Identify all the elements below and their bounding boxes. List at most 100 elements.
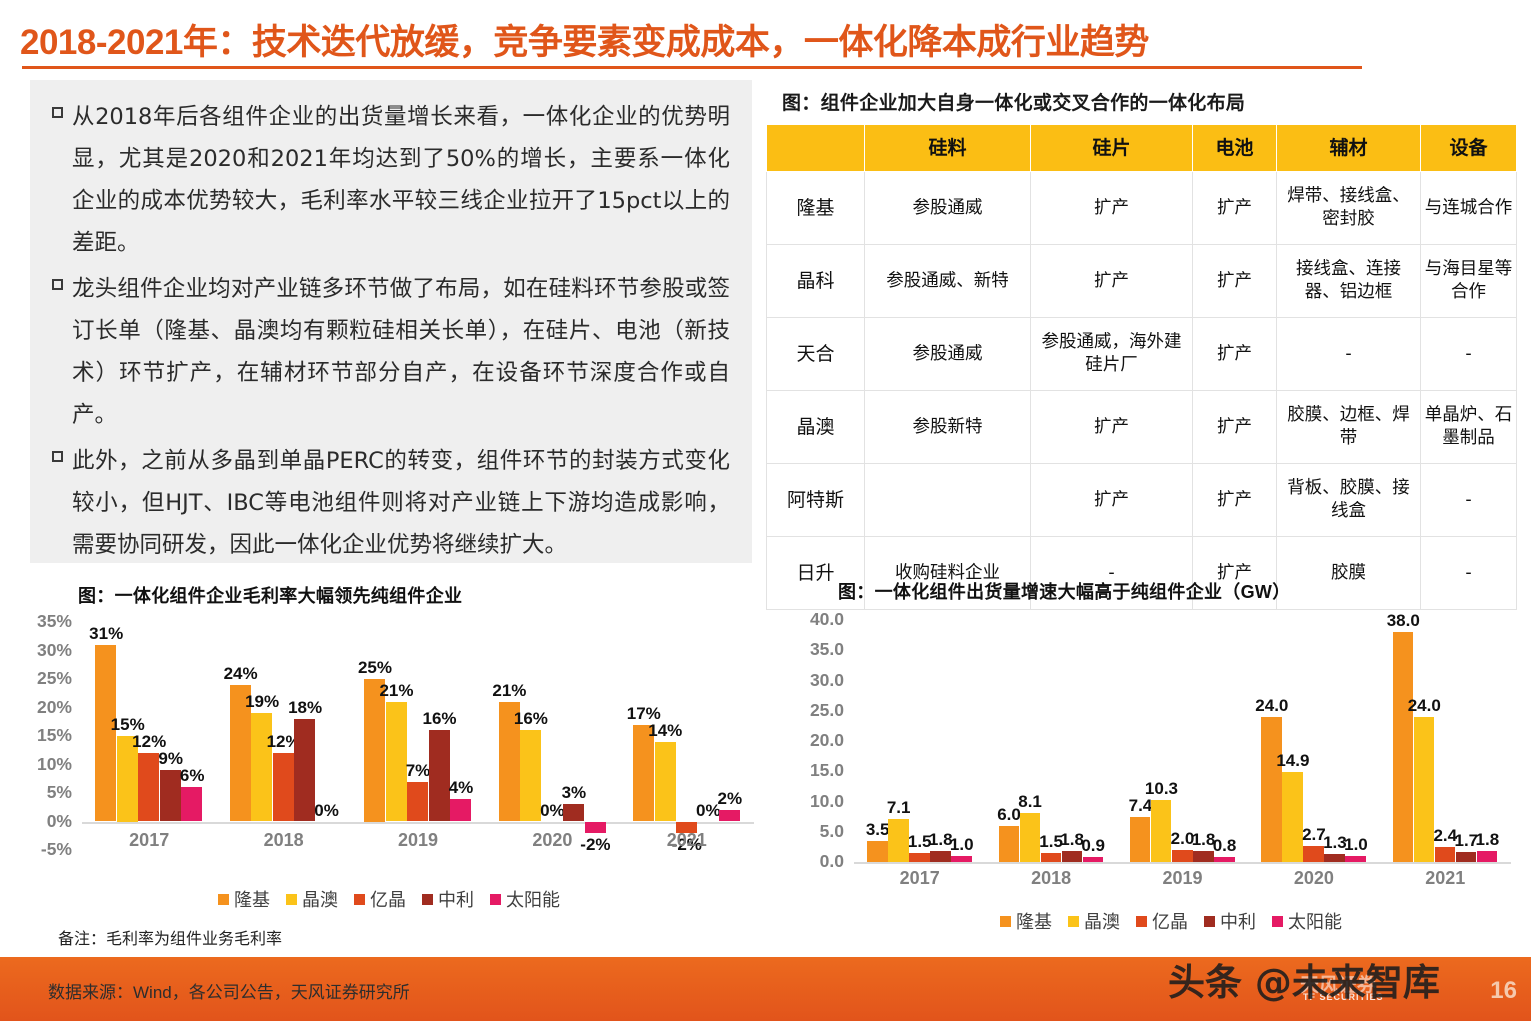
legend-label: 隆基 (1016, 912, 1052, 932)
table-cell: 与海目星等合作 (1420, 244, 1517, 318)
bar (1282, 771, 1303, 862)
y-axis-tick: 10% (36, 753, 72, 774)
table-cell: 扩产 (1030, 171, 1193, 245)
table-caption: 图：组件企业加大自身一体化或交叉合作的一体化布局 (782, 93, 1246, 114)
legend-swatch-icon (422, 893, 433, 905)
bar (272, 753, 294, 822)
bar (385, 701, 407, 822)
legend-swatch-icon (1136, 915, 1147, 927)
footer-bar (0, 957, 1531, 1021)
bar (676, 821, 698, 833)
bar (1061, 851, 1083, 862)
bar (1150, 799, 1172, 862)
table-cell: 扩产 (1192, 244, 1277, 318)
bar-value-label: 21% (379, 680, 414, 700)
bar (867, 840, 888, 862)
column-header (766, 124, 865, 172)
y-axis-tick: 25.0 (809, 699, 844, 720)
bar-value-label: 12% (132, 732, 167, 752)
bar-value-label: 0% (314, 800, 339, 820)
square-bullet-icon (52, 279, 63, 290)
row-header: 日升 (766, 536, 865, 610)
y-axis-tick: -5% (40, 839, 72, 859)
bar-value-label: 0% (540, 800, 565, 820)
row-header: 隆基 (766, 171, 865, 245)
bullet-panel: 从2018年后各组件企业的出货量增长来看，一体化企业的优势明显，尤其是2020和… (30, 80, 752, 563)
bar (584, 821, 606, 833)
table-cell: 单晶炉、石墨制品 (1420, 390, 1517, 464)
bar-value-label: 8.1 (1018, 791, 1042, 811)
table-cell: - (1276, 317, 1421, 391)
bar (1214, 857, 1235, 862)
y-axis-tick: 10.0 (809, 790, 844, 811)
bar (1392, 632, 1414, 862)
bar-value-label: 10.3 (1144, 778, 1179, 798)
x-axis-tick: 2021 (1425, 868, 1466, 888)
bar-value-label: 19% (245, 692, 280, 712)
bar (450, 798, 472, 822)
tf-securities-logo: 天风证券 (1300, 975, 1377, 996)
bar-value-label: 2.0 (1170, 828, 1195, 848)
bar (563, 804, 585, 822)
legend-item: 亿晶 (354, 886, 406, 912)
y-axis-tick: 5% (46, 782, 72, 802)
table-cell: 扩产 (1192, 390, 1277, 464)
x-axis-tick: 2021 (666, 829, 707, 850)
bar (294, 718, 316, 822)
legend-label: 亿晶 (370, 890, 406, 910)
table-header-row: 硅料 硅片 电池 辅材 设备 (766, 124, 1517, 172)
y-axis-tick: 25% (36, 668, 72, 688)
bar-value-label: 2.4 (1433, 826, 1458, 846)
bar (159, 770, 181, 822)
bar (998, 825, 1020, 862)
column-header: 硅片 (1030, 124, 1193, 172)
x-axis-tick: 2019 (397, 829, 439, 850)
legend-swatch-icon (1204, 915, 1215, 927)
bar (95, 644, 117, 822)
table-cell: - (1420, 536, 1517, 610)
shipment-chart-title: 图：一体化组件出货量增速大幅高于纯组件企业（GW） (838, 582, 1291, 602)
table-cell: - (1420, 463, 1517, 537)
bar (1476, 851, 1498, 862)
x-axis-tick: 2017 (129, 829, 170, 850)
bar-value-label: 1.8 (1060, 830, 1084, 850)
x-axis-tick: 2017 (899, 868, 940, 888)
shipment-chart-legend: 隆基 晶澳 亿晶 中利 太阳能 (1000, 908, 1342, 934)
table-cell: 扩产 (1192, 171, 1277, 245)
bar (654, 741, 676, 822)
column-header: 电池 (1192, 124, 1277, 172)
table-row: 阿特斯 扩产 扩产 背板、胶膜、接线盒 - (766, 463, 1517, 537)
legend-item: 太阳能 (490, 886, 560, 912)
watermark: 头条 @未来智库 (1168, 961, 1440, 1004)
bar (1082, 856, 1104, 862)
bar (229, 684, 251, 822)
table-cell: 胶膜 (1276, 536, 1421, 610)
legend-label: 晶澳 (302, 890, 338, 910)
table-cell: 参股通威 (864, 171, 1031, 245)
bar (1040, 852, 1062, 862)
bar-value-label: 38.0 (1386, 611, 1420, 631)
table-cell: 扩产 (1030, 463, 1193, 537)
page-number: 16 (1490, 977, 1517, 1004)
bar-value-label: 31% (89, 623, 124, 643)
bar (251, 713, 273, 822)
legend-label: 中利 (1220, 912, 1256, 932)
table-cell: 参股通威、新特 (864, 244, 1031, 318)
legend-label: 隆基 (234, 890, 270, 910)
y-axis-tick: 35.0 (809, 639, 844, 660)
table-cell: 扩产 (1030, 390, 1193, 464)
bar (520, 730, 542, 822)
bar-value-label: 7.1 (886, 798, 911, 818)
bar (951, 855, 972, 862)
legend-swatch-icon (354, 893, 365, 905)
table-row: 天合 参股通威 参股通威，海外建硅片厂 扩产 - - (766, 317, 1517, 391)
bar-value-label: -2% (580, 834, 611, 854)
bar-value-label: 3% (561, 783, 587, 803)
bar-value-label: 24.0 (1407, 695, 1441, 715)
table-row: 日升 收购硅料企业 - 扩产 胶膜 - (766, 536, 1517, 610)
legend-label: 太阳能 (506, 890, 560, 910)
legend-swatch-icon (490, 893, 501, 905)
bar-value-label: 6.0 (997, 804, 1021, 824)
bar (719, 810, 741, 822)
bar-value-label: 0.9 (1081, 835, 1105, 855)
